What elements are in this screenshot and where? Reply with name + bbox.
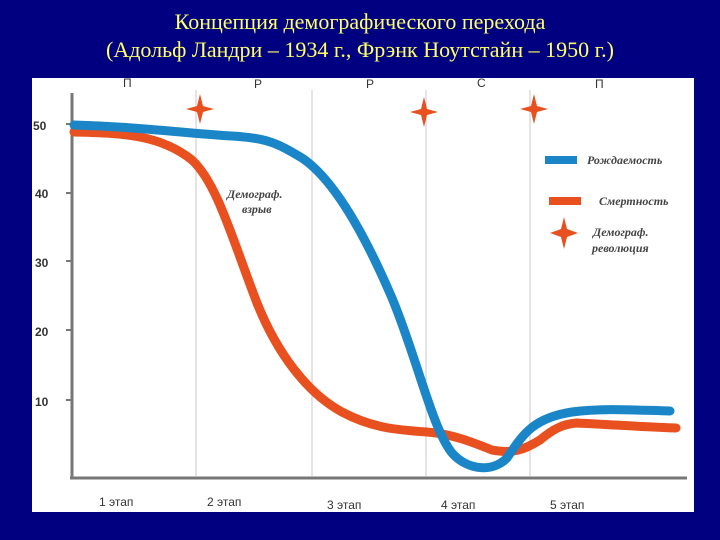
legend-death-swatch bbox=[549, 197, 581, 205]
birth-rate-curve bbox=[69, 120, 675, 473]
phase-label: С bbox=[477, 78, 486, 90]
y-tick-label: 10 bbox=[35, 395, 49, 409]
phase-label: П bbox=[595, 78, 604, 91]
stage-label: 1 этап bbox=[99, 495, 133, 509]
stage-label: 3 этап bbox=[327, 498, 361, 512]
slide-title: Концепция демографического перехода (Адо… bbox=[0, 8, 720, 64]
phase-label: П bbox=[123, 78, 132, 90]
diagram-panel: 50 40 30 20 10 П Р Р С П Демограф. взрыв… bbox=[32, 78, 694, 512]
y-tick-label: 30 bbox=[35, 256, 49, 270]
annotation-line-2: взрыв bbox=[242, 202, 272, 216]
stage-label: 5 этап bbox=[550, 498, 584, 512]
y-tick-label: 50 bbox=[33, 119, 47, 133]
y-tick-label: 40 bbox=[35, 187, 49, 201]
death-rate-curve bbox=[69, 127, 681, 457]
phase-label: Р bbox=[366, 78, 374, 91]
phase-label: Р bbox=[254, 78, 262, 91]
legend-star-icon bbox=[550, 217, 578, 249]
title-line-2: (Адольф Ландри – 1934 г., Фрэнк Ноутстай… bbox=[106, 37, 614, 62]
legend-revolution-line-2: революция bbox=[591, 241, 649, 255]
legend-birth-swatch bbox=[545, 156, 577, 164]
stage-label: 4 этап bbox=[441, 498, 475, 512]
annotation-line-1: Демограф. bbox=[226, 187, 282, 201]
title-line-1: Концепция демографического перехода bbox=[174, 9, 546, 34]
star-icon bbox=[410, 97, 438, 127]
transition-diagram: 50 40 30 20 10 П Р Р С П Демограф. взрыв… bbox=[33, 78, 687, 512]
legend-birth-label: Рождаемость bbox=[587, 153, 663, 167]
y-tick-label: 20 bbox=[35, 325, 49, 339]
legend-revolution-line-1: Демограф. bbox=[592, 225, 648, 239]
star-icon bbox=[186, 94, 214, 124]
legend-death-label: Смертность bbox=[599, 194, 669, 208]
star-icon bbox=[520, 94, 548, 124]
stage-label: 2 этап bbox=[207, 495, 241, 509]
